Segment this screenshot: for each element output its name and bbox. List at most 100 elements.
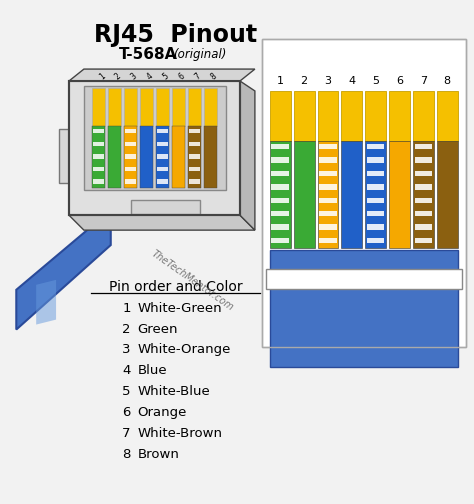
Bar [270, 250, 458, 272]
Bar [140, 88, 153, 125]
Bar [189, 129, 200, 134]
Bar [84, 86, 226, 191]
Text: 1: 1 [277, 76, 284, 86]
Bar [125, 154, 136, 159]
Text: 6: 6 [122, 406, 131, 419]
Bar [272, 144, 289, 149]
Bar [189, 167, 200, 171]
Bar [124, 125, 137, 188]
Bar [92, 125, 105, 188]
Bar [204, 88, 217, 125]
Bar [272, 157, 289, 163]
Bar [365, 141, 386, 248]
Bar [157, 154, 168, 159]
Text: T-568A: T-568A [119, 47, 178, 62]
Bar [270, 141, 291, 248]
Bar [156, 125, 169, 188]
Text: Brown: Brown [137, 448, 180, 461]
Text: 4: 4 [122, 364, 131, 377]
Bar [294, 141, 315, 248]
Text: 5: 5 [161, 72, 171, 82]
Text: 6: 6 [396, 76, 403, 86]
Bar [157, 129, 168, 134]
Bar [270, 283, 458, 367]
Bar [125, 167, 136, 171]
Bar [367, 184, 384, 190]
Bar [367, 224, 384, 230]
Text: 8: 8 [444, 76, 451, 86]
Bar [415, 184, 432, 190]
Bar [319, 157, 337, 163]
Bar [93, 142, 104, 146]
Bar [415, 238, 432, 243]
Polygon shape [16, 210, 111, 330]
Bar [319, 238, 337, 243]
Bar [365, 91, 386, 141]
Text: 7: 7 [193, 72, 202, 82]
Bar [108, 88, 121, 125]
Text: 4: 4 [348, 76, 356, 86]
Bar [367, 238, 384, 243]
Bar [235, 129, 248, 183]
Bar [272, 171, 289, 176]
Bar [93, 154, 104, 159]
Bar [415, 224, 432, 230]
Bar [124, 88, 137, 125]
Text: 5: 5 [122, 385, 131, 398]
Bar [318, 91, 338, 141]
Bar [93, 167, 104, 171]
Bar [108, 125, 121, 188]
Bar [367, 144, 384, 149]
Text: 2: 2 [113, 72, 123, 82]
Text: 4: 4 [145, 72, 155, 82]
Bar [294, 91, 315, 141]
Text: Blue: Blue [137, 364, 167, 377]
Bar [272, 184, 289, 190]
Bar [172, 88, 185, 125]
Bar [262, 39, 465, 347]
Bar [437, 141, 458, 248]
Text: White-Green: White-Green [137, 302, 222, 314]
Text: 6: 6 [177, 72, 187, 82]
Bar [367, 211, 384, 216]
Bar [204, 125, 217, 188]
Text: Orange: Orange [137, 406, 187, 419]
Polygon shape [36, 280, 56, 325]
Text: 7: 7 [420, 76, 427, 86]
Bar [367, 157, 384, 163]
Text: 1: 1 [122, 302, 131, 314]
Bar [272, 198, 289, 203]
Bar [415, 144, 432, 149]
Text: 2: 2 [122, 323, 131, 336]
Bar [319, 198, 337, 203]
Polygon shape [69, 69, 255, 81]
Polygon shape [69, 215, 255, 230]
Text: White-Orange: White-Orange [137, 343, 231, 356]
Bar [157, 167, 168, 171]
Bar [157, 179, 168, 183]
Bar [415, 171, 432, 176]
Bar [319, 144, 337, 149]
Text: White-Brown: White-Brown [137, 427, 223, 440]
Bar [318, 141, 338, 248]
Bar [188, 125, 201, 188]
Bar [189, 179, 200, 183]
Text: 3: 3 [325, 76, 331, 86]
Bar [415, 157, 432, 163]
Bar [125, 179, 136, 183]
Bar [131, 200, 200, 214]
Bar [270, 91, 291, 141]
Bar [415, 198, 432, 203]
Bar [437, 91, 458, 141]
Bar [319, 211, 337, 216]
Bar [189, 154, 200, 159]
Bar [125, 129, 136, 134]
Bar [272, 238, 289, 243]
Text: TheTechMentor.com: TheTechMentor.com [149, 248, 235, 312]
Text: 5: 5 [372, 76, 379, 86]
Bar [272, 224, 289, 230]
Bar [189, 142, 200, 146]
Text: 1: 1 [98, 72, 107, 82]
Bar [125, 142, 136, 146]
Text: 7: 7 [122, 427, 131, 440]
